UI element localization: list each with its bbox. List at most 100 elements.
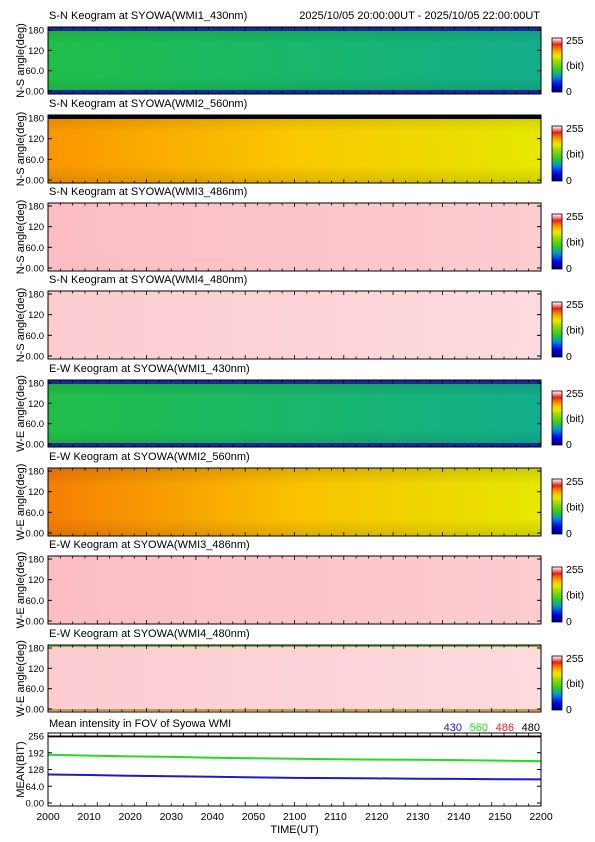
colorbar-unit-label: (bit) — [566, 237, 584, 249]
y-tick-label: 0.00 — [26, 440, 45, 451]
y-tick-label: 120 — [28, 134, 44, 145]
y-tick-label: 256 — [28, 732, 44, 743]
series-line-430 — [47, 773, 542, 781]
y-axis-label: MEAN(BIT) — [15, 741, 27, 797]
colorbar-unit-label: (bit) — [566, 590, 584, 602]
legend-entry-430: 430 — [444, 722, 462, 734]
colorbar-max-label: 255 — [566, 35, 584, 47]
y-tick-label: 60.0 — [26, 243, 45, 254]
colorbar-max-label: 255 — [566, 388, 584, 400]
x-tick-label: 2140 — [447, 811, 471, 823]
keogram-panel-4: S-N Keogram at SYOWA(WMI4_480nm) 180 120 60… — [15, 274, 584, 363]
y-tick-label: 60.0 — [26, 508, 45, 519]
keogram-panel-2: S-N Keogram at SYOWA(WMI2_560nm) 180 120 60… — [15, 98, 584, 187]
y-axis-label: N-S angle(deg) — [15, 200, 27, 275]
y-tick-label: 0.00 — [26, 529, 45, 540]
y-tick-label: 120 — [28, 399, 44, 410]
y-tick-label: 128 — [28, 765, 44, 776]
y-tick-label: 0.00 — [26, 799, 45, 810]
y-axis-label: W-E angle(deg) — [15, 464, 27, 541]
y-tick-label: 180 — [28, 555, 44, 566]
colorbar-min-label: 0 — [566, 86, 572, 98]
colorbar — [551, 125, 563, 182]
y-tick-label: 60.0 — [26, 596, 45, 607]
y-tick-label: 180 — [28, 202, 44, 213]
y-tick-label: 0.00 — [26, 352, 45, 363]
colorbar-max-label: 255 — [566, 653, 584, 665]
heatmap-shading — [48, 291, 541, 359]
keogram-panel-5: E-W Keogram at SYOWA(WMI1_430nm) 180 120 60… — [15, 363, 584, 452]
keogram-panel-6: E-W Keogram at SYOWA(WMI2_560nm) 180 120 60… — [15, 451, 584, 540]
y-tick-label: 0.00 — [26, 176, 45, 187]
x-tick-label: 2010 — [77, 811, 101, 823]
colorbar-unit-label: (bit) — [566, 60, 584, 72]
y-tick-label: 120 — [28, 664, 44, 675]
x-tick-label: 2110 — [324, 811, 347, 823]
y-tick-label: 120 — [28, 222, 44, 233]
colorbar-unit-label: (bit) — [566, 502, 584, 514]
y-axis-label: W-E angle(deg) — [15, 552, 27, 629]
x-tick-label: 2120 — [365, 811, 389, 823]
colorbar — [551, 655, 563, 711]
y-tick-label: 120 — [28, 46, 44, 57]
heatmap-shading — [48, 556, 541, 624]
y-tick-label: 60.0 — [26, 419, 45, 430]
x-tick-label: 2050 — [242, 811, 266, 823]
y-tick-label: 120 — [28, 310, 44, 321]
colorbar — [551, 301, 563, 358]
heatmap-shading — [48, 27, 541, 94]
legend: 480 486 560 430 — [444, 722, 540, 734]
y-tick-label: 180 — [28, 644, 44, 655]
y-tick-label: 180 — [28, 26, 44, 37]
colorbar-min-label: 0 — [566, 263, 572, 275]
x-tick-label: 2030 — [160, 811, 184, 823]
x-tick-label: 2000 — [36, 811, 60, 823]
x-tick-label: 2040 — [201, 811, 225, 823]
panel-title: Mean intensity in FOV of Syowa WMI — [49, 718, 231, 730]
panel-title: E-W Keogram at SYOWA(WMI3_486nm) — [49, 539, 250, 551]
heatmap-shading — [48, 468, 541, 536]
series-line-560 — [47, 753, 542, 763]
colorbar — [551, 478, 563, 535]
colorbar-max-label: 255 — [566, 299, 584, 311]
colorbar — [551, 37, 563, 93]
panel-title: S-N Keogram at SYOWA(WMI4_480nm) — [49, 274, 247, 286]
y-tick-label: 0.00 — [26, 264, 45, 275]
colorbar-unit-label: (bit) — [566, 325, 584, 337]
x-tick-label: 2100 — [283, 811, 307, 823]
colorbar — [551, 390, 563, 446]
colorbar-unit-label: (bit) — [566, 149, 584, 161]
y-tick-label: 180 — [28, 379, 44, 390]
colorbar-unit-label: (bit) — [566, 678, 584, 690]
colorbar-min-label: 0 — [566, 704, 572, 716]
heatmap-shading — [48, 645, 541, 712]
y-tick-label: 60.0 — [26, 684, 45, 695]
heatmap-shading — [48, 115, 541, 183]
x-tick-label: 2200 — [529, 811, 553, 823]
legend-entry-480: 480 — [522, 722, 540, 734]
y-axis-label: W-E angle(deg) — [15, 640, 27, 717]
panel-title: S-N Keogram at SYOWA(WMI3_486nm) — [49, 186, 247, 198]
colorbar-max-label: 255 — [566, 123, 584, 135]
y-axis-label: N-S angle(deg) — [15, 23, 27, 98]
keogram-panel-3: S-N Keogram at SYOWA(WMI3_486nm) 180 120 60… — [15, 186, 584, 275]
x-tick-label: 2020 — [118, 811, 142, 823]
y-tick-label: 192 — [28, 748, 44, 759]
y-axis-label: N-S angle(deg) — [15, 112, 27, 187]
x-tick-label: 2150 — [488, 811, 512, 823]
mean-intensity-panel: Mean intensity in FOV of Syowa WMI 480 486… — [15, 718, 553, 836]
y-tick-label: 0.00 — [26, 87, 45, 98]
y-tick-label: 0.00 — [26, 705, 45, 716]
colorbar-max-label: 255 — [566, 211, 584, 223]
colorbar-min-label: 0 — [566, 351, 572, 363]
panel-title: E-W Keogram at SYOWA(WMI1_430nm) — [49, 363, 250, 375]
keogram-panel-8: E-W Keogram at SYOWA(WMI4_480nm) 180 120 60… — [15, 628, 584, 717]
heatmap-shading — [48, 380, 541, 447]
legend-entry-560: 560 — [470, 722, 488, 734]
x-tick-label: 2130 — [406, 811, 430, 823]
colorbar — [551, 566, 563, 623]
y-tick-label: 180 — [28, 114, 44, 125]
colorbar-min-label: 0 — [566, 175, 572, 187]
colorbar-min-label: 0 — [566, 528, 572, 540]
